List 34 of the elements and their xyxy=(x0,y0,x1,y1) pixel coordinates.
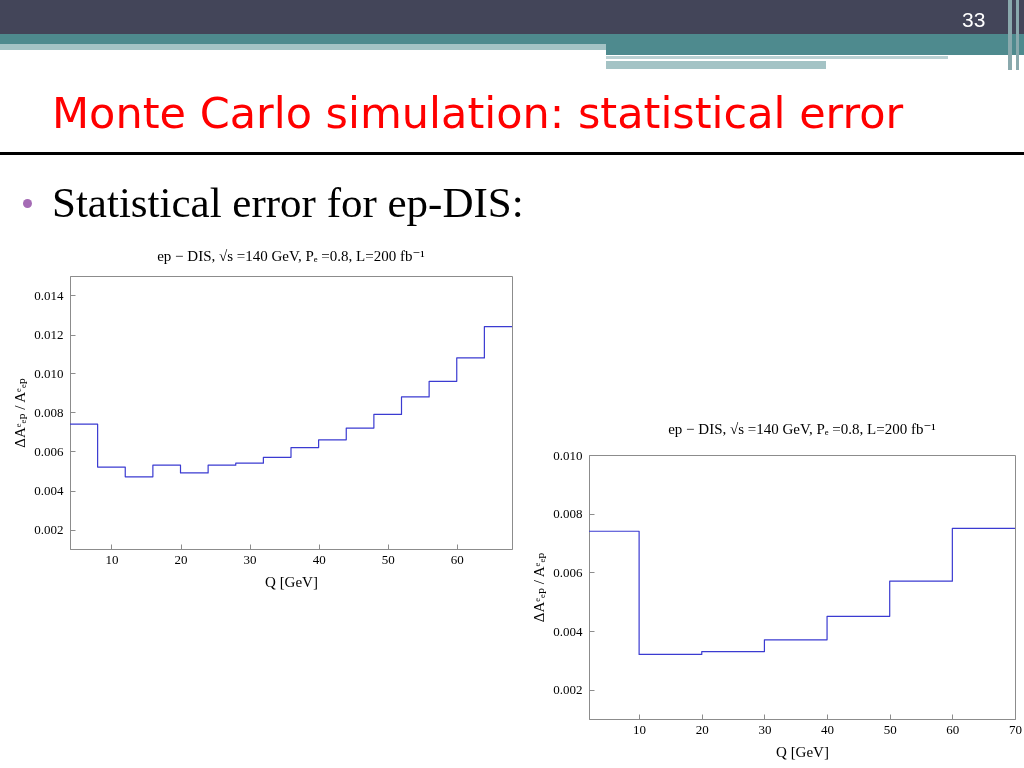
y-tick-label: 0.012 xyxy=(34,327,64,342)
y-axis-title: ΔAᵉₑₚ / Aᵉₑₚ xyxy=(531,552,548,623)
y-tick-label: 0.006 xyxy=(34,444,64,459)
x-tick-label: 30 xyxy=(243,551,257,567)
y-tick-label: 0.010 xyxy=(553,447,583,463)
x-tick-label: 10 xyxy=(633,721,647,737)
y-tick-label: 0.002 xyxy=(34,522,64,537)
text: Monte Carlo simulation: statistical error xyxy=(52,88,904,138)
text: 33 xyxy=(962,8,986,31)
y-axis-title: ΔAᵉₑₚ / Aᵉₑₚ xyxy=(12,378,29,448)
y-tick-label: 0.010 xyxy=(34,366,64,381)
y-tick-label: 0.014 xyxy=(34,288,64,303)
x-tick-label: 50 xyxy=(883,721,897,737)
y-tick-label: 0.006 xyxy=(553,564,583,580)
y-tick-label: 0.004 xyxy=(553,623,583,639)
x-tick-label: 60 xyxy=(946,721,960,737)
x-axis-title: Q [GeV] xyxy=(776,743,829,760)
chart-title: ep − DIS, √s =140 GeV, Pₑ =0.8, L=200 fb⁻¹ xyxy=(668,421,936,437)
y-tick-label: 0.008 xyxy=(553,506,583,522)
chart-title: ep − DIS, √s =140 GeV, Pₑ =0.8, L=200 fb⁻¹ xyxy=(157,248,425,264)
x-axis-title: Q [GeV] xyxy=(265,573,318,590)
x-tick-label: 50 xyxy=(381,551,395,567)
x-tick-label: 30 xyxy=(758,721,772,737)
y-tick-label: 0.008 xyxy=(34,405,64,420)
y-tick-label: 0.002 xyxy=(553,682,583,698)
x-tick-label: 40 xyxy=(821,721,835,737)
x-tick-label: 40 xyxy=(312,551,326,567)
y-tick-label: 0.004 xyxy=(34,483,64,498)
x-tick-label: 20 xyxy=(174,551,188,567)
text: Statistical error for ep-DIS: xyxy=(52,179,524,226)
x-tick-label: 20 xyxy=(695,721,709,737)
x-tick-label: 60 xyxy=(450,551,464,567)
x-tick-label: 70 xyxy=(1009,721,1022,737)
x-tick-label: 10 xyxy=(105,551,119,567)
